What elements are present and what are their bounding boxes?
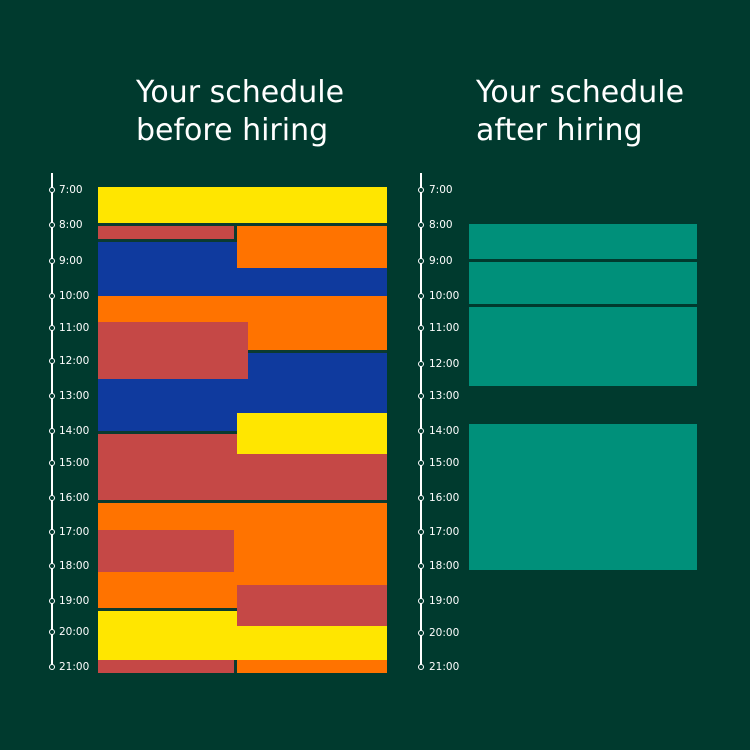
tick-marker — [418, 529, 424, 535]
divider — [234, 660, 237, 673]
divider — [248, 350, 387, 353]
tick-marker — [418, 187, 424, 193]
tick-marker — [49, 529, 55, 535]
before-time-label: 16:00 — [59, 492, 90, 504]
divider — [98, 431, 237, 434]
event-block — [237, 660, 387, 673]
after-title: Your schedule after hiring — [476, 74, 684, 150]
tick-marker — [49, 598, 55, 604]
event-block — [237, 413, 387, 454]
tick-marker — [418, 563, 424, 569]
tick-marker — [418, 393, 424, 399]
divider — [98, 500, 387, 503]
after-time-label: 9:00 — [429, 255, 453, 267]
divider — [98, 223, 387, 226]
before-title: Your schedule before hiring — [136, 74, 344, 150]
before-time-label: 13:00 — [59, 390, 90, 402]
event-block — [98, 530, 234, 572]
tick-marker — [49, 629, 55, 635]
tick-marker — [418, 598, 424, 604]
event-block — [469, 224, 697, 259]
event-block — [98, 611, 237, 660]
event-block — [98, 379, 248, 431]
tick-marker — [418, 361, 424, 367]
tick-marker — [49, 664, 55, 670]
before-time-label: 19:00 — [59, 595, 90, 607]
tick-marker — [49, 495, 55, 501]
after-timeline-axis — [420, 173, 422, 665]
event-block — [237, 226, 387, 268]
before-time-label: 15:00 — [59, 457, 90, 469]
after-time-label: 20:00 — [429, 627, 460, 639]
event-block — [98, 660, 234, 673]
tick-marker — [49, 325, 55, 331]
divider — [234, 226, 237, 239]
before-time-label: 21:00 — [59, 661, 90, 673]
event-block — [248, 353, 387, 413]
event-block — [237, 268, 387, 296]
after-time-label: 12:00 — [429, 358, 460, 370]
before-time-label: 14:00 — [59, 425, 90, 437]
after-title-line2: after hiring — [476, 113, 643, 148]
divider — [98, 239, 237, 242]
after-time-label: 15:00 — [429, 457, 460, 469]
after-time-label: 19:00 — [429, 595, 460, 607]
before-time-label: 20:00 — [59, 626, 90, 638]
tick-marker — [49, 460, 55, 466]
event-block — [237, 585, 387, 626]
after-title-line1: Your schedule — [476, 75, 685, 110]
after-time-label: 17:00 — [429, 526, 460, 538]
before-timeline-axis — [51, 173, 53, 665]
after-time-label: 18:00 — [429, 560, 460, 572]
before-title-line1: Your schedule — [136, 75, 345, 110]
before-time-label: 10:00 — [59, 290, 90, 302]
tick-marker — [418, 293, 424, 299]
before-time-label: 17:00 — [59, 526, 90, 538]
after-time-label: 13:00 — [429, 390, 460, 402]
after-time-label: 16:00 — [429, 492, 460, 504]
event-block — [98, 187, 387, 223]
event-block — [98, 572, 237, 608]
after-time-label: 7:00 — [429, 184, 453, 196]
tick-marker — [49, 222, 55, 228]
event-block — [469, 424, 697, 570]
tick-marker — [49, 258, 55, 264]
event-block — [237, 626, 387, 660]
before-time-label: 11:00 — [59, 322, 90, 334]
after-time-label: 10:00 — [429, 290, 460, 302]
tick-marker — [49, 358, 55, 364]
before-time-label: 8:00 — [59, 219, 83, 231]
before-title-line2: before hiring — [136, 113, 329, 148]
tick-marker — [49, 293, 55, 299]
before-time-label: 9:00 — [59, 255, 83, 267]
event-block — [237, 454, 387, 500]
tick-marker — [49, 393, 55, 399]
event-block — [98, 322, 248, 379]
tick-marker — [418, 428, 424, 434]
after-time-label: 14:00 — [429, 425, 460, 437]
after-time-label: 21:00 — [429, 661, 460, 673]
tick-marker — [49, 187, 55, 193]
before-time-label: 18:00 — [59, 560, 90, 572]
event-block — [98, 242, 237, 296]
event-block — [98, 434, 237, 500]
event-block — [469, 262, 697, 304]
event-block — [98, 226, 234, 239]
tick-marker — [49, 428, 55, 434]
tick-marker — [418, 325, 424, 331]
before-time-label: 12:00 — [59, 355, 90, 367]
event-block — [469, 307, 697, 386]
tick-marker — [418, 222, 424, 228]
tick-marker — [418, 630, 424, 636]
tick-marker — [49, 563, 55, 569]
before-time-label: 7:00 — [59, 184, 83, 196]
after-time-label: 8:00 — [429, 219, 453, 231]
tick-marker — [418, 664, 424, 670]
after-time-label: 11:00 — [429, 322, 460, 334]
divider — [98, 608, 237, 611]
tick-marker — [418, 258, 424, 264]
tick-marker — [418, 495, 424, 501]
tick-marker — [418, 460, 424, 466]
